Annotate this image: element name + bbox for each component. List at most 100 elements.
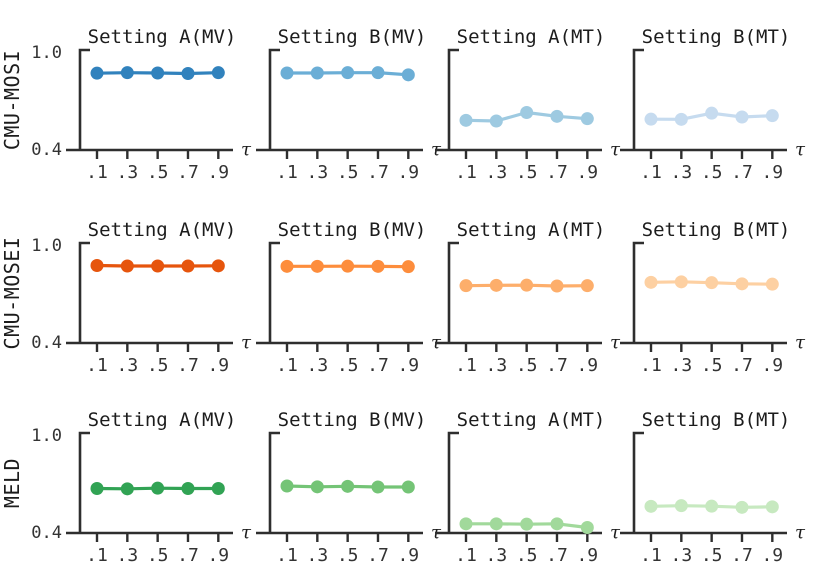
data-point [181,259,195,273]
x-tick-label: .7 [731,355,753,376]
y-axis-spine [78,431,90,533]
tau-axis-label: τ [241,139,252,160]
x-tick-label: .3 [485,162,507,183]
data-point [401,480,415,494]
data-point [310,480,324,494]
data-point [580,279,594,293]
subplot-title: Setting A(MV) [88,409,237,431]
x-tick-label: .9 [397,162,419,183]
x-tick-label: .9 [761,355,783,376]
data-point [90,482,104,495]
tau-axis-label: τ [610,139,621,160]
x-tick-label: .5 [516,162,538,183]
data-point [401,260,415,274]
data-point [735,277,749,291]
tau-axis-label: τ [795,522,806,543]
x-tick-label: .5 [147,162,169,183]
y-tick-label-top: 1.0 [31,236,62,256]
y-tick-label-bottom: 0.4 [31,523,62,543]
subplot: Setting A(MT) .1 .3 .5 .7 .9 τ [435,409,621,566]
x-tick-label: .3 [670,355,692,376]
subplot-title: Setting B(MV) [278,409,427,431]
x-tick-label: .9 [576,162,598,183]
subplot-title: Setting A(MT) [457,219,606,241]
x-tick-label: .9 [576,355,598,376]
x-tick-label: .1 [86,545,108,566]
data-point [341,259,355,273]
subplot-title: Setting A(MT) [457,26,606,48]
x-tick-label: .1 [86,355,108,376]
data-point [674,275,688,289]
data-point [310,66,324,80]
subplot: Setting A(MT) .1 .3 .5 .7 .9 τ [435,26,621,183]
x-tick-label: .5 [701,545,723,566]
y-axis-spine [447,48,459,150]
tau-axis-label: τ [610,332,621,353]
x-tick-label: .3 [485,355,507,376]
x-tick-label: .9 [397,545,419,566]
data-point [90,259,104,272]
tau-axis-label: τ [795,332,806,353]
data-point [765,500,779,514]
x-tick-label: .5 [516,545,538,566]
x-tick-label: .5 [516,355,538,376]
data-point [280,66,294,80]
x-tick-label: .3 [116,162,138,183]
data-point [644,112,658,126]
data-point [211,66,225,80]
x-tick-label: .5 [337,545,359,566]
y-tick-label-top: 1.0 [31,43,62,63]
x-tick-label: .9 [576,545,598,566]
y-axis-spine [632,48,644,150]
subplot: Setting B(MV).1.3.5.7.9τ [256,409,442,566]
row-label: CMU-MOSI [0,50,24,150]
x-tick-label: .1 [86,162,108,183]
data-point [211,482,225,495]
subplot-title: Setting A(MV) [88,26,237,48]
x-tick-label: .7 [367,355,389,376]
data-point [280,479,294,493]
data-point [520,278,534,292]
x-tick-label: .7 [546,355,568,376]
x-tick-label: .3 [306,355,328,376]
tau-axis-label: τ [610,522,621,543]
data-point [151,481,165,495]
data-point [674,112,688,126]
subplot: Setting B(MT) .1 .3 .5 .7 .9 τ [620,409,806,566]
data-point [120,259,134,273]
data-point [280,259,294,273]
subplot: Setting B(MV).1.3.5.7.9τ [256,219,442,376]
subplot: Setting A(MV) .1 .3 .5 .7 .9 τ 1.0 0.4 CMU-MOSI [0,26,252,183]
subplot-title: Setting B(MV) [278,26,427,48]
data-point [341,479,355,493]
tau-axis-label: τ [795,139,806,160]
data-point [401,68,415,82]
data-point [151,259,165,273]
x-tick-label: .5 [337,162,359,183]
y-tick-label-top: 1.0 [31,426,62,446]
data-point [181,482,195,495]
data-point [459,113,473,127]
data-point [550,109,564,123]
y-axis-spine [447,241,459,343]
data-point [644,499,658,513]
data-point [520,517,534,531]
y-axis-spine [78,48,90,150]
x-tick-label: .5 [701,162,723,183]
subplot: Setting A(MV) .1 .3 .5 .7 .9 τ 1.0 0.4 CMU-MOSEI [0,219,252,376]
x-tick-label: .7 [177,162,199,183]
subplot: Setting A(MT) .1 .3 .5 .7 .9 τ [435,219,621,376]
row-label: CMU-MOSEI [0,237,24,350]
subplot: Setting B(MT) .1 .3 .5 .7 .9 τ [620,219,806,376]
x-tick-label: .9 [207,355,229,376]
x-tick-label: .1 [640,162,662,183]
data-point [151,66,165,80]
data-point [459,279,473,293]
x-tick-label: .7 [367,545,389,566]
x-tick-label: .1 [640,355,662,376]
data-point [90,66,104,80]
subplot-title: Setting B(MT) [642,409,791,431]
data-point [120,482,134,496]
